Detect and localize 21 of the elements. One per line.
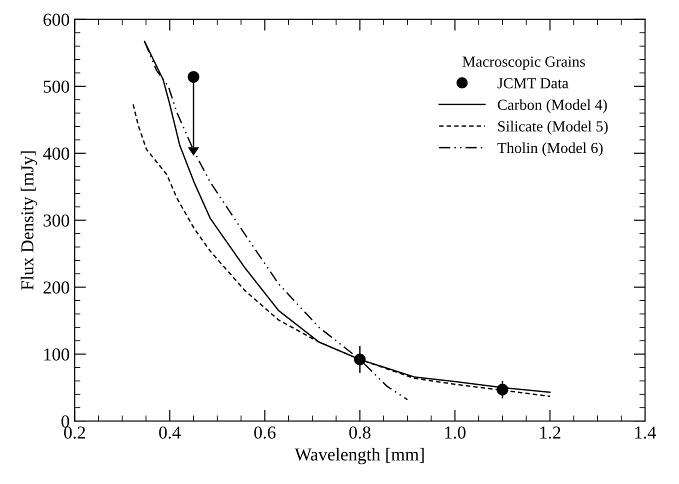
y-axis-title: Flux Density [mJy] — [20, 151, 38, 290]
y-tick-label: 0 — [61, 415, 70, 428]
x-tick-label: 1.0 — [445, 426, 466, 439]
y-tick-label: 200 — [44, 281, 70, 294]
x-tick-label: 0.6 — [254, 426, 276, 439]
x-tick-label: 1.4 — [635, 426, 656, 439]
legend-title: Macroscopic Grains — [462, 56, 585, 70]
y-tick-label: 400 — [43, 148, 70, 160]
legend-label: Silicate (Model 5) — [498, 120, 608, 135]
legend-label: Carbon (Model 4) — [498, 99, 607, 114]
legend-label: Tholin (Model 6) — [498, 142, 603, 156]
legend-label: JCMT Data — [498, 78, 568, 88]
y-tick-label: 600 — [44, 14, 70, 26]
y-tick-label: 100 — [44, 348, 70, 361]
x-axis-title: Wavelength [mm] — [294, 448, 424, 464]
y-tick-label: 300 — [44, 214, 70, 227]
x-tick-label: 1.2 — [540, 426, 560, 439]
x-tick-label: 0.4 — [159, 426, 181, 439]
x-tick-label: 0.8 — [349, 426, 370, 439]
y-tick-label: 500 — [44, 80, 70, 93]
x-tick-label: 0.2 — [64, 426, 85, 439]
